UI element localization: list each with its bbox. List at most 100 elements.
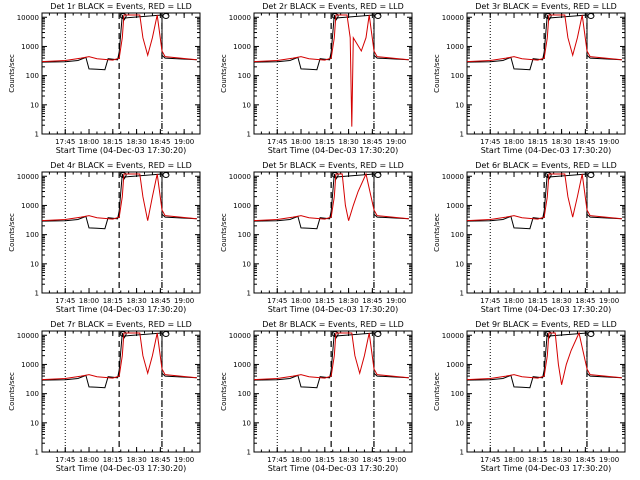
y-tick-label: 1	[460, 449, 464, 457]
chart-title: Det 2r BLACK = Events, RED = LLD	[262, 2, 404, 11]
y-axis-label: Counts/sec	[433, 372, 441, 411]
x-tick-label: 18:15	[103, 456, 123, 464]
x-tick-label: 17:45	[55, 138, 75, 146]
marker-circle	[374, 172, 382, 178]
y-tick-label: 1	[35, 449, 39, 457]
y-tick-label: 100	[238, 390, 251, 398]
events-series-line	[42, 14, 197, 71]
y-tick-label: 1000	[233, 361, 251, 369]
x-tick-label: 18:30	[551, 456, 571, 464]
x-tick-label: 18:00	[504, 456, 524, 464]
y-tick-label: 10	[455, 260, 464, 268]
x-tick-label: 17:45	[55, 297, 75, 305]
x-tick-label: 17:45	[267, 297, 287, 305]
y-axis-label: Counts/sec	[8, 372, 16, 411]
y-tick-label: 10000	[442, 173, 464, 181]
y-tick-label: 100	[451, 231, 464, 239]
lld-series-line	[467, 14, 622, 63]
x-tick-label: 18:15	[315, 456, 335, 464]
y-tick-label: 1	[460, 131, 464, 139]
x-axis-label: Start Time (04-Dec-03 17:30:20)	[481, 464, 612, 473]
y-axis-label: Counts/sec	[433, 54, 441, 93]
y-tick-label: 100	[26, 72, 39, 80]
marker-circle	[374, 13, 382, 19]
y-tick-label: 1	[35, 131, 39, 139]
x-tick-label: 18:15	[528, 456, 548, 464]
y-tick-label: 100	[238, 231, 251, 239]
y-tick-label: 1000	[21, 202, 39, 210]
y-axis-label: Counts/sec	[433, 213, 441, 252]
x-tick-label: 18:30	[338, 138, 358, 146]
events-series-line	[467, 14, 622, 71]
x-tick-label: 17:45	[267, 456, 287, 464]
y-tick-label: 10	[242, 101, 251, 109]
lld-series-line	[254, 14, 409, 127]
x-tick-label: 17:45	[55, 456, 75, 464]
chart-title: Det 4r BLACK = Events, RED = LLD	[50, 161, 192, 170]
y-tick-label: 1	[460, 290, 464, 298]
y-tick-label: 1	[247, 290, 251, 298]
chart-panel-1: Det 1r BLACK = Events, RED = LLD 1 10 100 10…	[8, 2, 201, 155]
events-series-line	[254, 14, 409, 71]
x-tick-label: 18:45	[150, 138, 170, 146]
chart-title: Det 6r BLACK = Events, RED = LLD	[475, 161, 617, 170]
x-tick-label: 18:15	[528, 297, 548, 305]
chart-title: Det 9r BLACK = Events, RED = LLD	[475, 320, 617, 329]
events-series-line	[467, 332, 622, 389]
x-tick-label: 18:00	[79, 138, 99, 146]
x-tick-label: 18:00	[79, 297, 99, 305]
marker-circle	[374, 331, 382, 337]
x-tick-label: 19:00	[599, 297, 619, 305]
lld-series-line	[467, 173, 622, 222]
chart-panel-8: Det 8r BLACK = Events, RED = LLD 1 10 100 10…	[220, 320, 413, 473]
x-tick-label: 18:30	[338, 456, 358, 464]
y-tick-label: 10	[242, 419, 251, 427]
marker-circle	[587, 13, 595, 19]
y-tick-label: 1000	[233, 202, 251, 210]
y-axis-label: Counts/sec	[8, 54, 16, 93]
x-tick-label: 17:45	[480, 456, 500, 464]
x-tick-label: 18:00	[79, 456, 99, 464]
y-axis-label: Counts/sec	[220, 54, 228, 93]
y-tick-label: 10000	[229, 332, 251, 340]
y-tick-label: 10	[30, 260, 39, 268]
y-tick-label: 10000	[17, 173, 39, 181]
chart-panel-9: Det 9r BLACK = Events, RED = LLD 1 10 100 10…	[433, 320, 626, 473]
x-tick-label: 18:15	[315, 138, 335, 146]
y-tick-label: 10000	[229, 14, 251, 22]
lld-series-line	[467, 331, 622, 385]
y-tick-label: 10	[30, 419, 39, 427]
y-axis-label: Counts/sec	[220, 213, 228, 252]
y-tick-label: 1000	[446, 361, 464, 369]
chart-panel-3: Det 3r BLACK = Events, RED = LLD 1 10 100 10…	[433, 2, 626, 155]
x-tick-label: 19:00	[599, 456, 619, 464]
lld-series-line	[42, 14, 197, 63]
chart-panel-7: Det 7r BLACK = Events, RED = LLD 1 10 100 10…	[8, 320, 201, 473]
x-tick-label: 18:00	[291, 456, 311, 464]
x-tick-label: 18:45	[362, 456, 382, 464]
x-tick-label: 18:45	[575, 456, 595, 464]
y-tick-label: 1	[247, 449, 251, 457]
x-tick-label: 18:15	[103, 138, 123, 146]
y-tick-label: 1000	[21, 43, 39, 51]
lld-series-line	[254, 332, 409, 381]
marker-circle	[162, 13, 170, 19]
x-tick-label: 19:00	[174, 138, 194, 146]
x-tick-label: 18:30	[126, 138, 146, 146]
x-tick-label: 18:15	[315, 297, 335, 305]
y-tick-label: 1000	[233, 43, 251, 51]
y-tick-label: 10	[455, 101, 464, 109]
marker-circle	[162, 331, 170, 337]
y-tick-label: 10000	[17, 14, 39, 22]
x-tick-label: 18:30	[551, 297, 571, 305]
y-tick-label: 10	[455, 419, 464, 427]
chart-title: Det 5r BLACK = Events, RED = LLD	[262, 161, 404, 170]
x-tick-label: 19:00	[386, 456, 406, 464]
events-series-line	[254, 173, 409, 230]
y-tick-label: 10000	[442, 14, 464, 22]
x-tick-label: 18:45	[150, 456, 170, 464]
y-tick-label: 10000	[229, 173, 251, 181]
events-series-line	[467, 173, 622, 230]
chart-panel-4: Det 4r BLACK = Events, RED = LLD 1 10 100 10…	[8, 161, 201, 314]
